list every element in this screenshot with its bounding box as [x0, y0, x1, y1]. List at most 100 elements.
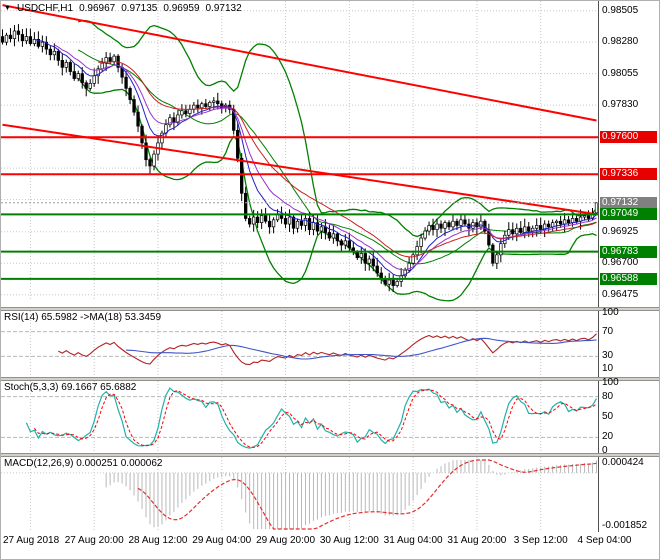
candle-body: [271, 219, 276, 228]
candle-body: [204, 103, 208, 107]
macd-axis-label: -0.001852: [602, 520, 648, 531]
stochastic-indicator-label: Stoch(5,3,3) 69.1667 65.6882: [4, 382, 137, 393]
panel-separator[interactable]: [1, 307, 659, 311]
candle-body: [295, 220, 300, 229]
candle-body: [343, 240, 347, 246]
candle-body: [267, 220, 272, 228]
candle-body: [263, 215, 268, 222]
rsi-ma-line: [126, 337, 597, 360]
candle-body: [92, 75, 96, 84]
macd-canvas[interactable]: [1, 457, 660, 532]
stoch-axis-label: 20: [602, 431, 614, 443]
candle-body: [28, 36, 33, 44]
candle-body: [244, 192, 248, 219]
candle-body: [84, 82, 88, 89]
panel-separator[interactable]: [1, 453, 659, 457]
candle-body: [535, 225, 539, 229]
candle-body: [439, 223, 443, 229]
candle-body: [586, 215, 591, 219]
rsi-axis-label: 70: [602, 325, 614, 337]
candle-body: [184, 110, 188, 114]
candle-body: [558, 220, 563, 225]
rsi-canvas[interactable]: [1, 311, 660, 377]
stochastic-canvas[interactable]: [1, 381, 660, 453]
price-level-label: 0.97600: [600, 131, 657, 144]
time-axis-label: 31 Aug 20:00: [447, 535, 507, 546]
candle-body: [554, 220, 559, 224]
time-axis-label: 3 Sep 12:00: [513, 535, 568, 546]
candle-body: [48, 48, 52, 56]
candle-body: [495, 254, 499, 264]
candle-body: [435, 223, 439, 230]
candle-body: [447, 222, 451, 228]
trendline-2[interactable]: [2, 123, 597, 216]
candle-body: [355, 251, 359, 258]
price-tick-label: 0.98055: [602, 67, 639, 79]
candle-body: [311, 222, 316, 230]
time-axis-label: 4 Sep 04:00: [577, 535, 632, 546]
candle-body: [20, 34, 25, 42]
rsi-axis-label: 10: [602, 362, 614, 374]
macd-panel[interactable]: MACD(12,26,9) 0.000251 0.000062 0.000424…: [1, 457, 660, 532]
stochastic-axis[interactable]: 100 80 50 20 0: [599, 377, 659, 456]
candle-body: [479, 220, 483, 228]
candle-body: [136, 111, 140, 127]
candle-body: [515, 227, 519, 235]
stochastic-panel[interactable]: Stoch(5,3,3) 69.1667 65.6882 100 80 50 20 0: [1, 377, 660, 456]
candle-body: [403, 269, 407, 277]
time-axis[interactable]: 27 Aug 2018 27 Aug 20:00 28 Aug 12:00 29 Au…: [1, 532, 659, 559]
macd-axis[interactable]: 0.000424 -0.001852: [599, 457, 659, 532]
candle-body: [299, 220, 304, 226]
candle-body: [511, 229, 515, 235]
candle-body: [180, 110, 184, 116]
main-chart-panel[interactable]: ▼ USDCHF,H1 0.96967 0.97135 0.96959 0.97…: [1, 1, 660, 307]
ohlc-high-value: 0.97135: [121, 3, 158, 14]
moving-average-24: [98, 60, 597, 258]
candle-body: [523, 226, 527, 233]
price-level-label: 0.97132: [600, 196, 657, 209]
candle-body: [419, 237, 423, 247]
candle-body: [216, 100, 220, 105]
trendline-1[interactable]: [2, 4, 597, 122]
candle-body: [168, 117, 172, 126]
panel-separator[interactable]: [1, 377, 659, 381]
candle-body: [411, 254, 415, 264]
candle-body: [315, 222, 320, 232]
candle-body: [24, 36, 29, 42]
candle-body: [307, 218, 312, 230]
candle-body: [72, 71, 76, 79]
candle-body: [423, 230, 427, 239]
candle-body: [531, 227, 535, 232]
candle-body: [507, 229, 511, 236]
stoch-axis-label: 0: [602, 445, 608, 456]
price-axis[interactable]: 0.98505 0.98280 0.98055 0.97830 0.96925 0.967…: [599, 1, 659, 307]
candle-body: [574, 218, 579, 222]
candle-body: [519, 227, 523, 233]
price-level-label: 0.97336: [600, 168, 657, 181]
candle-body: [52, 50, 56, 56]
candle-body: [527, 226, 531, 232]
candle-body: [287, 216, 292, 225]
price-tick-label: 0.96925: [602, 225, 639, 237]
chart-title: ▼ USDCHF,H1 0.96967 0.97135 0.96959 0.97…: [4, 3, 242, 14]
candle-body: [371, 258, 375, 267]
rsi-panel[interactable]: RSI(14) 65.5982 ->MA(18) 53.3459 100 70 30…: [1, 307, 660, 377]
candle-body: [303, 218, 308, 226]
candle-body: [208, 101, 212, 107]
stoch-k-line: [25, 387, 598, 449]
moving-average-8: [34, 38, 597, 277]
price-level-label: 0.96783: [600, 245, 657, 258]
time-axis-label: 29 Aug 04:00: [192, 535, 252, 546]
candle-body: [259, 215, 264, 224]
candle-body: [56, 50, 60, 61]
candle-body: [44, 41, 49, 50]
candle-body: [96, 68, 100, 77]
price-chart-canvas[interactable]: [1, 1, 660, 307]
candle-body: [319, 226, 324, 232]
candle-body: [148, 159, 152, 167]
candle-body: [172, 117, 176, 123]
rsi-axis[interactable]: 100 70 30 10: [599, 307, 659, 377]
candle-body: [339, 240, 344, 246]
candle-body: [128, 87, 132, 100]
